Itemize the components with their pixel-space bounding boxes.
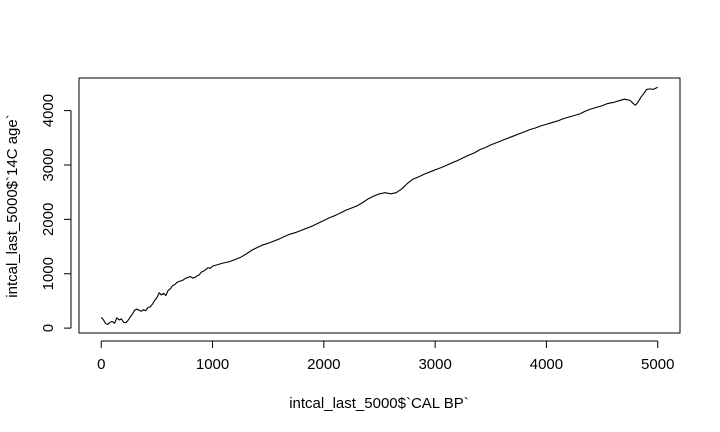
x-tick-label: 3000 bbox=[418, 356, 451, 373]
x-tick-label: 1000 bbox=[196, 356, 229, 373]
y-axis-label: intcal_last_5000$`14C age` bbox=[4, 114, 21, 297]
y-tick-label: 3000 bbox=[40, 148, 57, 181]
y-tick-label: 1000 bbox=[40, 257, 57, 290]
series-layer bbox=[100, 86, 658, 325]
y-tick-label: 0 bbox=[40, 324, 57, 332]
y-tick-label: 2000 bbox=[40, 203, 57, 236]
x-tick-label: 0 bbox=[97, 356, 105, 373]
x-axis-label: intcal_last_5000$`CAL BP` bbox=[289, 395, 469, 412]
plot-frame bbox=[78, 77, 681, 334]
x-tick-label: 5000 bbox=[641, 356, 674, 373]
y-tick-label: 4000 bbox=[40, 94, 57, 127]
series-line-0 bbox=[100, 86, 658, 325]
y-axis: 0 1000 2000 3000 4000 bbox=[40, 94, 72, 332]
x-axis: 0 1000 2000 3000 4000 5000 bbox=[97, 340, 674, 373]
x-tick-label: 4000 bbox=[530, 356, 563, 373]
x-tick-label: 2000 bbox=[307, 356, 340, 373]
